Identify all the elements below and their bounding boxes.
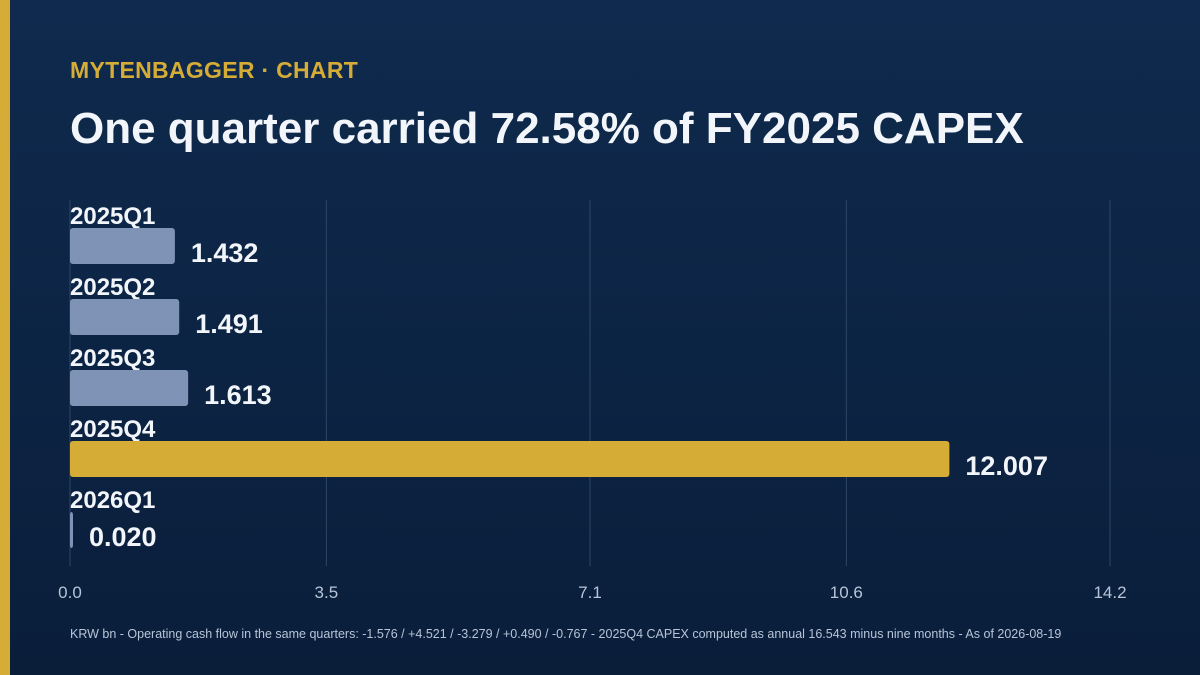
bar	[70, 370, 189, 406]
chart-title: One quarter carried 72.58% of FY2025 CAP…	[70, 104, 1024, 153]
value-label: 1.613	[204, 380, 272, 410]
value-label: 0.020	[89, 522, 157, 552]
value-label: 12.007	[965, 451, 1048, 481]
category-label: 2026Q1	[70, 487, 155, 514]
bar	[70, 512, 73, 548]
category-label: 2025Q1	[70, 203, 155, 230]
x-tick-label: 0.0	[58, 583, 82, 602]
bar	[70, 299, 180, 335]
value-label: 1.491	[195, 309, 263, 339]
footnote: KRW bn - Operating cash flow in the same…	[70, 627, 1062, 641]
x-axis: 0.0 3.5 7.1 10.6 14.2	[58, 583, 1126, 602]
x-tick-label: 14.2	[1093, 583, 1126, 602]
accent-bar	[0, 0, 10, 675]
bar	[70, 228, 175, 264]
category-label: 2025Q4	[70, 416, 156, 443]
brand-label: MYTENBAGGER · CHART	[70, 57, 359, 83]
category-label: 2025Q3	[70, 345, 155, 372]
x-tick-label: 7.1	[578, 583, 602, 602]
bar-highlight	[70, 441, 950, 477]
x-tick-label: 3.5	[315, 583, 339, 602]
x-tick-label: 10.6	[830, 583, 863, 602]
category-label: 2025Q2	[70, 274, 155, 301]
value-label: 1.432	[191, 238, 259, 268]
bars: 2025Q1 1.432 2025Q2 1.491 2025Q3 1.613 2025Q4 1…	[70, 203, 1048, 552]
